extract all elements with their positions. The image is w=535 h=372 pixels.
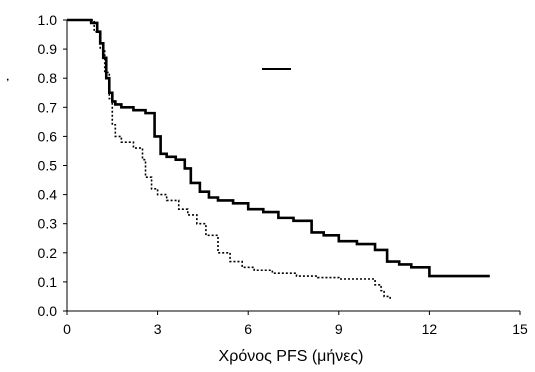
- x-tick-label: 0: [63, 321, 71, 337]
- x-tick-label: 9: [335, 321, 343, 337]
- y-tick-label: 0.1: [38, 274, 58, 290]
- x-tick-label: 12: [422, 321, 438, 337]
- y-tick-label: 0.6: [38, 128, 58, 144]
- y-tick-label: 0.7: [38, 99, 58, 115]
- x-tick-label: 3: [154, 321, 162, 337]
- y-tick-label: 0.4: [38, 187, 58, 203]
- y-tick-label: 0.5: [38, 158, 58, 174]
- axes: 0.0 0.1 0.2 0.3 0.4 0.5 0.6 0.7 0.8 0.9 1.0 0 3 6 9 12 1…: [38, 12, 528, 337]
- series-layer: [67, 18, 490, 300]
- y-tick-label: 0.0: [38, 303, 58, 319]
- x-tick-label: 15: [512, 321, 528, 337]
- y-tick-label: 1.0: [38, 12, 58, 28]
- y-tick-label: 0.8: [38, 70, 58, 86]
- y-axis-label-fragment: ᾿: [5, 77, 10, 94]
- x-axis-label: Χρόνος PFS (μήνες): [219, 348, 364, 365]
- y-tick-label: 0.3: [38, 216, 58, 232]
- y-tick-label: 0.9: [38, 41, 58, 57]
- x-tick-label: 6: [244, 321, 252, 337]
- survival-curve-2: [67, 19, 391, 300]
- survival-curve-1: [67, 18, 490, 278]
- y-tick-label: 0.2: [38, 245, 58, 261]
